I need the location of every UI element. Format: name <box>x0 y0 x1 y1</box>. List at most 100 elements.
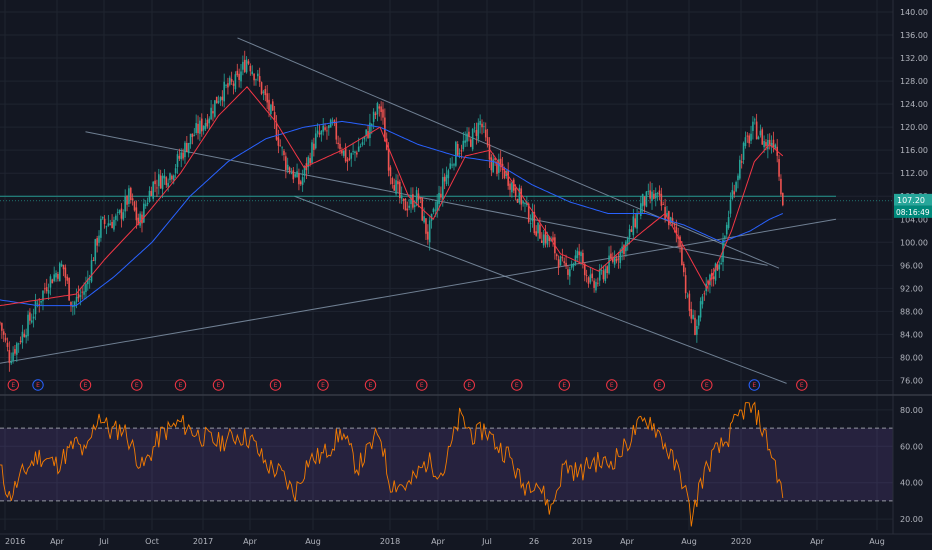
candle-body <box>230 79 233 82</box>
trendline-channel-top[interactable] <box>237 37 780 269</box>
candle-body <box>0 322 1 324</box>
candle-body <box>359 145 362 147</box>
candle-body <box>415 190 418 206</box>
candle-body <box>197 123 199 134</box>
trendline-long-support[interactable] <box>0 218 837 364</box>
candle-body <box>262 91 265 93</box>
candle-body <box>70 301 72 307</box>
candle-body <box>507 170 509 186</box>
earnings-marker[interactable]: E <box>416 379 428 391</box>
candle-body <box>313 143 315 150</box>
candle-body <box>400 195 403 199</box>
earnings-marker-circle <box>174 379 187 391</box>
candle-body <box>58 263 61 282</box>
candle-body <box>195 123 197 134</box>
candle-body <box>626 237 629 245</box>
earnings-marker[interactable]: E <box>32 379 44 391</box>
candle-body <box>158 174 160 187</box>
earnings-marker[interactable]: E <box>701 379 713 391</box>
last-price-tag <box>894 193 932 206</box>
candle-body <box>141 214 143 224</box>
candle-body <box>172 175 175 181</box>
candle-body <box>251 71 254 75</box>
candle-body <box>163 175 166 179</box>
candle-body <box>85 283 87 293</box>
candle-body <box>356 152 358 155</box>
earnings-marker[interactable]: E <box>463 379 475 391</box>
earnings-marker[interactable]: E <box>131 379 143 391</box>
candle-body <box>468 131 470 137</box>
candle-body <box>135 207 138 221</box>
earnings-marker[interactable]: E <box>269 379 282 391</box>
candle-body <box>94 239 97 261</box>
earnings-marker[interactable]: E <box>511 379 523 391</box>
candle-body <box>294 174 296 177</box>
candles <box>0 50 784 372</box>
earnings-marker[interactable]: E <box>79 379 92 391</box>
candle-body <box>21 331 24 343</box>
earnings-marker[interactable]: E <box>653 379 665 391</box>
earnings-marker[interactable]: E <box>796 379 808 391</box>
earnings-marker-label: E <box>135 382 139 389</box>
candle-body <box>699 301 702 318</box>
earnings-marker[interactable]: E <box>558 379 570 391</box>
time-tick-label: Jul <box>98 537 109 546</box>
candle-body <box>376 103 379 115</box>
candle-body <box>623 245 625 255</box>
earnings-marker[interactable]: E <box>7 379 19 391</box>
candle-body <box>578 251 580 256</box>
price-tick-label: 136.00 <box>900 31 928 40</box>
candle-body <box>350 153 353 159</box>
candle-body <box>419 197 422 199</box>
candle-body <box>393 185 396 191</box>
candle-body <box>585 274 588 276</box>
candle-body <box>87 278 89 285</box>
candle-body <box>16 343 18 355</box>
candle-body <box>656 193 659 194</box>
candle-body <box>236 70 239 76</box>
trendline-channel-bottom[interactable] <box>294 195 787 384</box>
candle-body <box>561 257 564 259</box>
earnings-marker[interactable]: E <box>174 379 187 391</box>
candle-body <box>96 238 98 246</box>
candle-body <box>729 200 732 214</box>
candle-body <box>341 150 343 154</box>
candle-body <box>55 273 57 278</box>
price-tick-label: 80.00 <box>900 353 923 362</box>
candle-body <box>496 161 498 174</box>
candle-body <box>654 193 657 199</box>
candle-body <box>227 83 229 88</box>
candle-body <box>103 218 106 224</box>
candle-body <box>701 296 704 305</box>
candle-body <box>148 190 151 202</box>
candle-body <box>51 279 54 284</box>
candle-body <box>593 280 595 288</box>
earnings-marker[interactable]: E <box>212 379 225 391</box>
candle-body <box>4 337 7 341</box>
candle-body <box>253 73 255 81</box>
candle-body <box>595 282 597 291</box>
earnings-marker[interactable]: E <box>317 379 329 391</box>
earnings-marker[interactable]: E <box>606 379 618 391</box>
candle-body <box>580 252 582 257</box>
candle-body <box>257 73 259 77</box>
time-tick-label: 2020 <box>731 537 751 546</box>
earnings-marker[interactable]: E <box>748 379 760 391</box>
candle-body <box>483 126 485 128</box>
candle-body <box>333 120 336 124</box>
candle-body <box>555 254 558 257</box>
ma-slow-line <box>0 120 783 307</box>
candle-body <box>352 151 354 152</box>
trendline-channel-mid[interactable] <box>85 131 768 266</box>
candle-body <box>765 142 767 147</box>
candle-body <box>303 166 306 176</box>
candle-body <box>591 273 594 279</box>
candle-body <box>124 196 126 212</box>
candle-body <box>514 188 517 197</box>
time-tick-label: Apr <box>243 537 258 546</box>
candle-body <box>649 190 651 199</box>
earnings-marker[interactable]: E <box>364 379 377 391</box>
